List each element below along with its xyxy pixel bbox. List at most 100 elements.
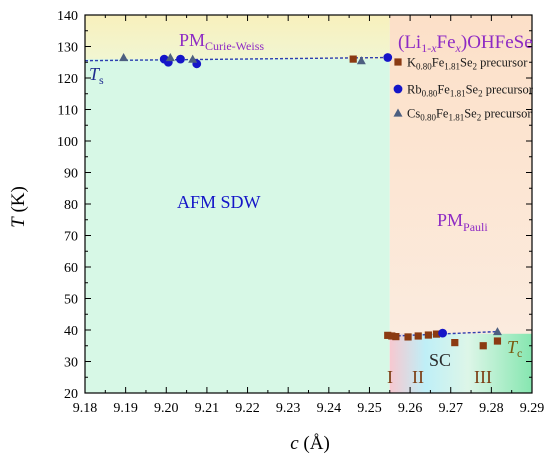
legend-subscript: 2 — [473, 62, 478, 72]
x-axis-unit: (Å) — [299, 433, 330, 454]
legend-title-sub1-var: x — [430, 41, 437, 55]
pm-curie-weiss-sub: Curie-Weiss — [205, 39, 264, 53]
legend-marker-circle — [393, 84, 403, 94]
x-tick-label: 9.29 — [520, 401, 545, 416]
data-point-square — [414, 332, 422, 340]
legend-title-sub1: 1- — [421, 41, 431, 55]
legend-entries: K0.80Fe1.81Se2 precursorRb0.80Fe1.81Se2 … — [393, 56, 534, 123]
legend-label: Cs0.80Fe1.81Se2 precursor — [407, 107, 532, 123]
x-tick-label: 9.27 — [438, 401, 463, 416]
data-point-square — [349, 55, 357, 63]
x-tick-label: 9.23 — [276, 401, 301, 416]
legend-title-sub2-var: x — [455, 41, 462, 55]
x-tick-label: 9.28 — [479, 401, 504, 416]
legend-title-part3: )OHFeSe — [461, 32, 533, 53]
y-tick-label: 90 — [64, 167, 78, 182]
data-point-square — [451, 339, 459, 347]
x-tick-label: 9.19 — [113, 401, 138, 416]
legend-entry: Rb0.80Fe1.81Se2 precursor — [393, 83, 534, 99]
legend-title: (Li1-xFex)OHFeSe — [398, 32, 533, 55]
y-tick-label: 60 — [64, 261, 78, 276]
data-point-square — [479, 342, 487, 350]
legend-label: Rb0.80Fe1.81Se2 precursor — [407, 83, 534, 99]
legend-subscript: 2 — [477, 113, 482, 123]
legend-subscript: 0.80 — [416, 62, 432, 72]
pm-pauli-label: PMPauli — [437, 210, 488, 234]
legend-text-part: precursor — [477, 56, 528, 70]
data-point-triangle — [165, 53, 175, 62]
legend-entry: Cs0.80Fe1.81Se2 precursor — [393, 107, 532, 123]
y-tick-label: 70 — [64, 230, 78, 245]
legend-text-part: Fe — [432, 56, 445, 70]
y-tick-label: 110 — [58, 104, 78, 119]
y-tick-label: 30 — [64, 356, 78, 371]
data-point-triangle — [119, 53, 129, 62]
Tc-line — [387, 330, 498, 337]
pm-curie-weiss-region — [85, 15, 390, 60]
data-point-square — [392, 333, 400, 341]
legend-text-part: Cs — [407, 107, 420, 121]
x-tick-label: 9.24 — [317, 401, 342, 416]
legend-subscript: 2 — [478, 89, 483, 99]
afm-sdw-label: AFM SDW — [177, 192, 261, 212]
pm-pauli-sub: Pauli — [463, 220, 488, 234]
x-axis-title: c (Å) — [290, 433, 330, 454]
ts-label: Ts — [89, 64, 104, 87]
legend-marker-square — [394, 58, 402, 66]
data-point-square — [388, 332, 396, 340]
data-point-square — [493, 337, 502, 345]
legend-text-part: K — [407, 56, 416, 70]
legend-title-part2: Fe — [437, 32, 456, 53]
data-point-circle — [176, 54, 185, 64]
superconducting-region — [389, 333, 532, 393]
data-point-triangle — [492, 327, 502, 336]
x-tick-label: 9.18 — [73, 401, 98, 416]
y-tick-label: 50 — [64, 293, 78, 308]
tc-main: T — [507, 337, 519, 357]
phase-i-label: I — [387, 367, 393, 387]
ts-main: T — [89, 64, 101, 84]
legend-marker-triangle — [393, 108, 403, 117]
y-tick-label: 20 — [64, 387, 78, 402]
series-triangle-2 — [119, 53, 502, 336]
legend-text-part: Se — [460, 56, 473, 70]
legend-text-part: precursor — [481, 107, 532, 121]
legend-text-part: Fe — [436, 107, 449, 121]
x-axis-ticks: 9.18 9.19 9.20 9.21 9.22 9.23 9.24 9.25 9.26 9.27… — [73, 15, 545, 416]
phase-iii-label: III — [474, 367, 492, 387]
legend-title-part1: (Li — [398, 32, 421, 53]
sc-label: SC — [429, 350, 451, 370]
y-tick-label: 140 — [57, 9, 78, 24]
legend-text-part: Se — [466, 83, 479, 97]
data-point-circle — [438, 328, 447, 338]
x-tick-label: 9.26 — [398, 401, 423, 416]
pm-pauli-main: PM — [437, 210, 463, 230]
x-tick-label: 9.25 — [357, 401, 382, 416]
Ts-line — [84, 56, 390, 62]
legend-subscript: 1.81 — [444, 62, 460, 72]
tc-label: Tc — [507, 337, 522, 360]
series-square-0 — [349, 55, 502, 350]
y-tick-label: 40 — [64, 324, 78, 339]
y-tick-label: 130 — [57, 41, 78, 56]
legend-subscript: 0.80 — [420, 113, 436, 123]
y-tick-label: 80 — [64, 198, 78, 213]
legend-subscript: 1.81 — [448, 113, 464, 123]
y-axis-title: T (K) — [8, 186, 29, 228]
legend-entry: K0.80Fe1.81Se2 precursor — [394, 56, 528, 72]
legend-text-part: Se — [464, 107, 477, 121]
data-point-circle — [383, 53, 393, 62]
legend-subscript: 1.81 — [450, 89, 466, 99]
data-point-square — [424, 331, 432, 339]
data-point-triangle — [356, 56, 366, 65]
legend-text-part: Rb — [407, 83, 422, 97]
data-point-triangle — [188, 54, 198, 63]
y-axis-ticks: 20 30 40 50 60 70 80 90 100 110 120 130 140 — [57, 9, 532, 402]
tc-sub: c — [517, 346, 522, 360]
x-tick-label: 9.22 — [235, 401, 260, 416]
pm-curie-weiss-main: PM — [179, 30, 205, 50]
pm-pauli-region — [389, 15, 532, 393]
data-point-square — [404, 333, 412, 341]
x-tick-label: 9.20 — [154, 401, 179, 416]
ts-sub: s — [99, 73, 104, 87]
